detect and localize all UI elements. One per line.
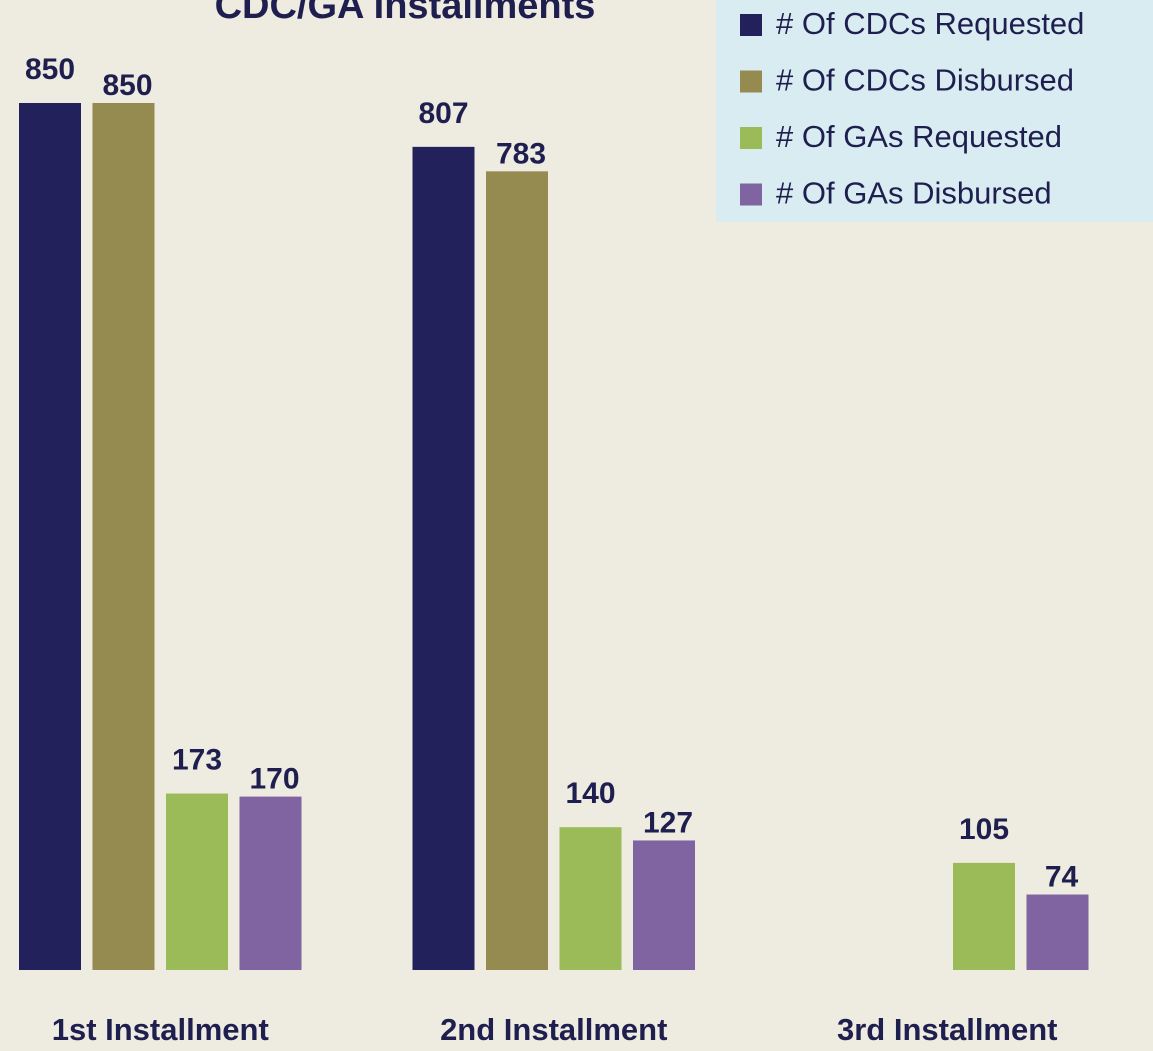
data-label: 170 [249, 763, 299, 796]
legend-label: # Of CDCs Requested [776, 6, 1084, 41]
data-label: 74 [1045, 861, 1079, 894]
bar [19, 103, 81, 970]
legend-swatch [740, 183, 762, 206]
data-label: 140 [565, 777, 615, 810]
data-label: 105 [959, 813, 1009, 846]
bar [953, 862, 1015, 970]
x-tick-label: 2nd Installment [440, 1012, 667, 1047]
bar [239, 796, 302, 970]
legend-label: # Of GAs Requested [776, 119, 1062, 154]
data-label: 127 [643, 806, 693, 839]
data-label: 783 [496, 137, 546, 170]
legend-swatch [740, 127, 762, 149]
data-label: 173 [172, 744, 222, 777]
data-label: 850 [102, 69, 152, 102]
bar [92, 103, 155, 970]
bar [633, 840, 695, 970]
bar [1026, 894, 1089, 970]
legend-label: # Of GAs Disbursed [776, 176, 1052, 211]
bar [559, 827, 622, 970]
data-label: 850 [25, 53, 75, 86]
legend-swatch [740, 70, 762, 93]
chart-title: CDC/GA Installments [215, 0, 596, 27]
x-tick-label: 3rd Installment [837, 1012, 1058, 1047]
legend-label: # Of CDCs Disbursed [776, 63, 1074, 98]
x-tick-label: 1st Installment [52, 1012, 269, 1047]
bar [166, 793, 228, 970]
legend-box [716, 0, 1153, 222]
data-label: 807 [418, 97, 468, 130]
bar [412, 146, 475, 971]
legend-swatch [740, 14, 762, 36]
bar [486, 171, 548, 971]
